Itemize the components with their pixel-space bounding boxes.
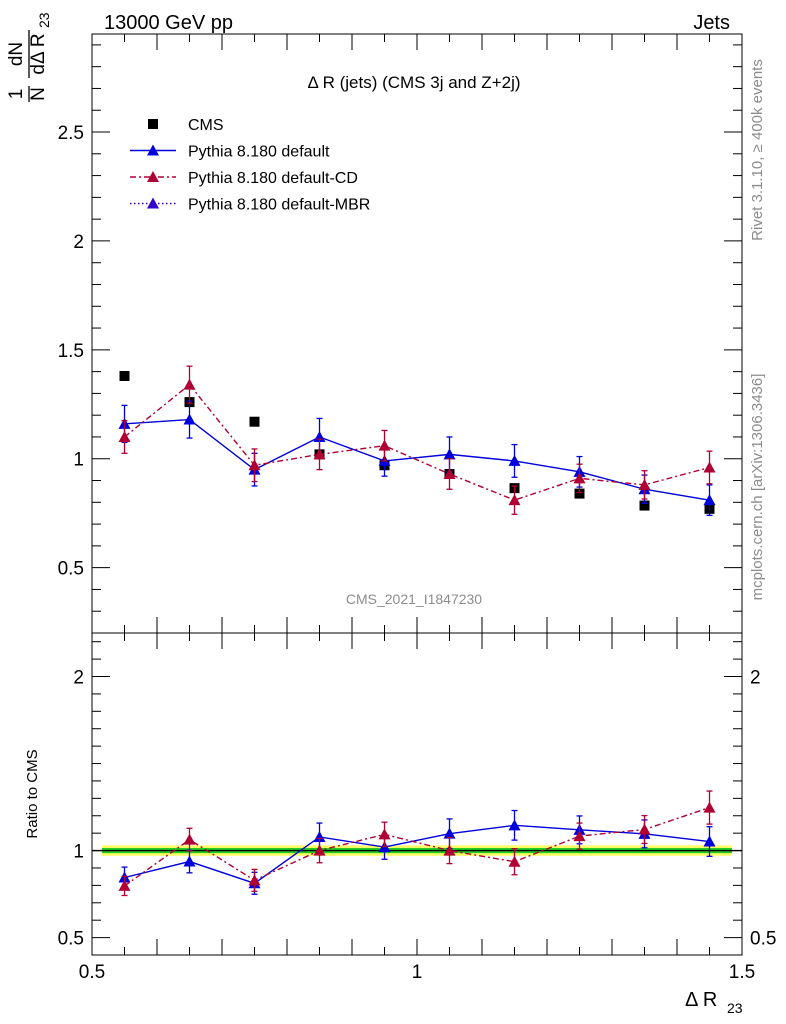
collision-label: 13000 GeV pp xyxy=(104,12,233,34)
ratio-data-point xyxy=(118,879,131,891)
plot-title: Δ R (jets) (CMS 3j and Z+2j) xyxy=(307,73,520,92)
ratio-data-point xyxy=(638,823,651,835)
data-point xyxy=(183,413,196,425)
ratio-data-point xyxy=(248,874,261,886)
ratio-data-point xyxy=(508,819,521,831)
data-point xyxy=(443,467,456,479)
x-tick-label: 1.5 xyxy=(729,962,755,983)
x-axis-label: Δ R 23 xyxy=(685,989,743,1016)
ratio-data-point xyxy=(508,855,521,867)
y-tick-label: 1 xyxy=(73,450,84,471)
data-point xyxy=(118,430,131,442)
data-point xyxy=(638,478,651,490)
main-y-axis-label: 1 N dN dΔ R 23 xyxy=(6,12,52,102)
legend-label: Pythia 8.180 default-CD xyxy=(188,170,358,187)
y-tick-label: 0.5 xyxy=(58,559,84,580)
process-label: Jets xyxy=(693,12,730,34)
ratio-series-line xyxy=(124,824,710,885)
legend-label: Pythia 8.180 default xyxy=(188,144,330,161)
data-point xyxy=(183,378,196,390)
ylabel-subscript: 23 xyxy=(36,12,52,28)
ratio-panel: 0.5 1 2 0.5 2 0.5 1 1.5 Ratio to CMS Δ R 23 xyxy=(24,632,776,1016)
ratio-data-point xyxy=(703,801,716,813)
main-axis-ticks: 0.5 1 1.5 2 2.5 xyxy=(58,34,743,634)
legend-label: CMS xyxy=(188,117,224,134)
ratio-error-band xyxy=(92,845,742,856)
legend-marker xyxy=(147,171,159,182)
data-point xyxy=(248,459,261,471)
analysis-watermark: CMS_2021_I1847230 xyxy=(346,591,482,607)
ratio-data-point xyxy=(443,844,456,856)
y-tick-label: 2 xyxy=(73,232,84,253)
mcplots-label: mcplots.cern.ch [arXiv:1306.3436] xyxy=(749,374,766,601)
data-point xyxy=(443,448,456,460)
y-tick-label: 2.5 xyxy=(58,123,84,144)
data-point xyxy=(574,488,585,499)
ratio-data-point xyxy=(573,830,586,842)
legend-marker xyxy=(147,144,159,156)
ylabel-d-den: dΔ R xyxy=(28,33,49,74)
main-panel: 0.5 1 1.5 2 2.5 Δ R (jets) (CMS 3j and Z+2j)… xyxy=(6,12,743,634)
data-point xyxy=(313,448,326,460)
ratio-data-point xyxy=(183,833,196,845)
legend-label: Pythia 8.180 default-MBR xyxy=(188,197,370,214)
series-line xyxy=(124,418,710,501)
x-tick-label: 1 xyxy=(412,962,423,983)
ratio-series-layer xyxy=(118,790,716,897)
y-tick-label: 1 xyxy=(73,842,84,863)
ylabel-frac-num: 1 xyxy=(6,89,27,100)
ylabel-d-num: dN xyxy=(6,42,27,66)
ratio-data-point xyxy=(443,827,456,839)
data-point xyxy=(119,370,130,381)
data-point xyxy=(378,439,391,451)
ratio-axis-ticks: 0.5 1 2 0.5 2 0.5 1 1.5 xyxy=(58,633,776,983)
data-point xyxy=(703,494,716,506)
data-point xyxy=(508,494,521,506)
ratio-frame xyxy=(91,632,743,956)
legend: CMS Pythia 8.180 default Pythia 8.180 defa… xyxy=(130,117,370,214)
legend-marker xyxy=(147,197,159,209)
ratio-data-point xyxy=(378,828,391,840)
data-point xyxy=(508,454,521,466)
data-point xyxy=(639,500,650,511)
x-axis-label-subscript: 23 xyxy=(727,1000,743,1016)
y-tick-label-right: 0.5 xyxy=(750,929,776,950)
x-tick-label: 0.5 xyxy=(79,962,105,983)
ylabel-frac-den: N xyxy=(28,87,49,101)
ratio-data-point xyxy=(313,844,326,856)
y-tick-label-right: 2 xyxy=(750,668,761,689)
x-axis-label-text: Δ R xyxy=(685,989,717,1011)
legend-marker xyxy=(148,119,158,129)
ratio-data-point xyxy=(183,855,196,867)
ratio-data-point xyxy=(313,830,326,842)
rivet-version-label: Rivet 3.1.10, ≥ 400k events xyxy=(749,59,766,241)
ratio-y-axis-label: Ratio to CMS xyxy=(24,749,41,838)
main-series-layer xyxy=(118,365,716,517)
y-tick-label: 1.5 xyxy=(58,341,84,362)
y-tick-label: 0.5 xyxy=(58,929,84,950)
ratio-data-point xyxy=(703,835,716,847)
data-point xyxy=(573,472,586,484)
data-point xyxy=(703,461,716,473)
y-tick-label: 2 xyxy=(73,668,84,689)
data-point xyxy=(249,416,260,427)
series-line xyxy=(124,383,710,501)
